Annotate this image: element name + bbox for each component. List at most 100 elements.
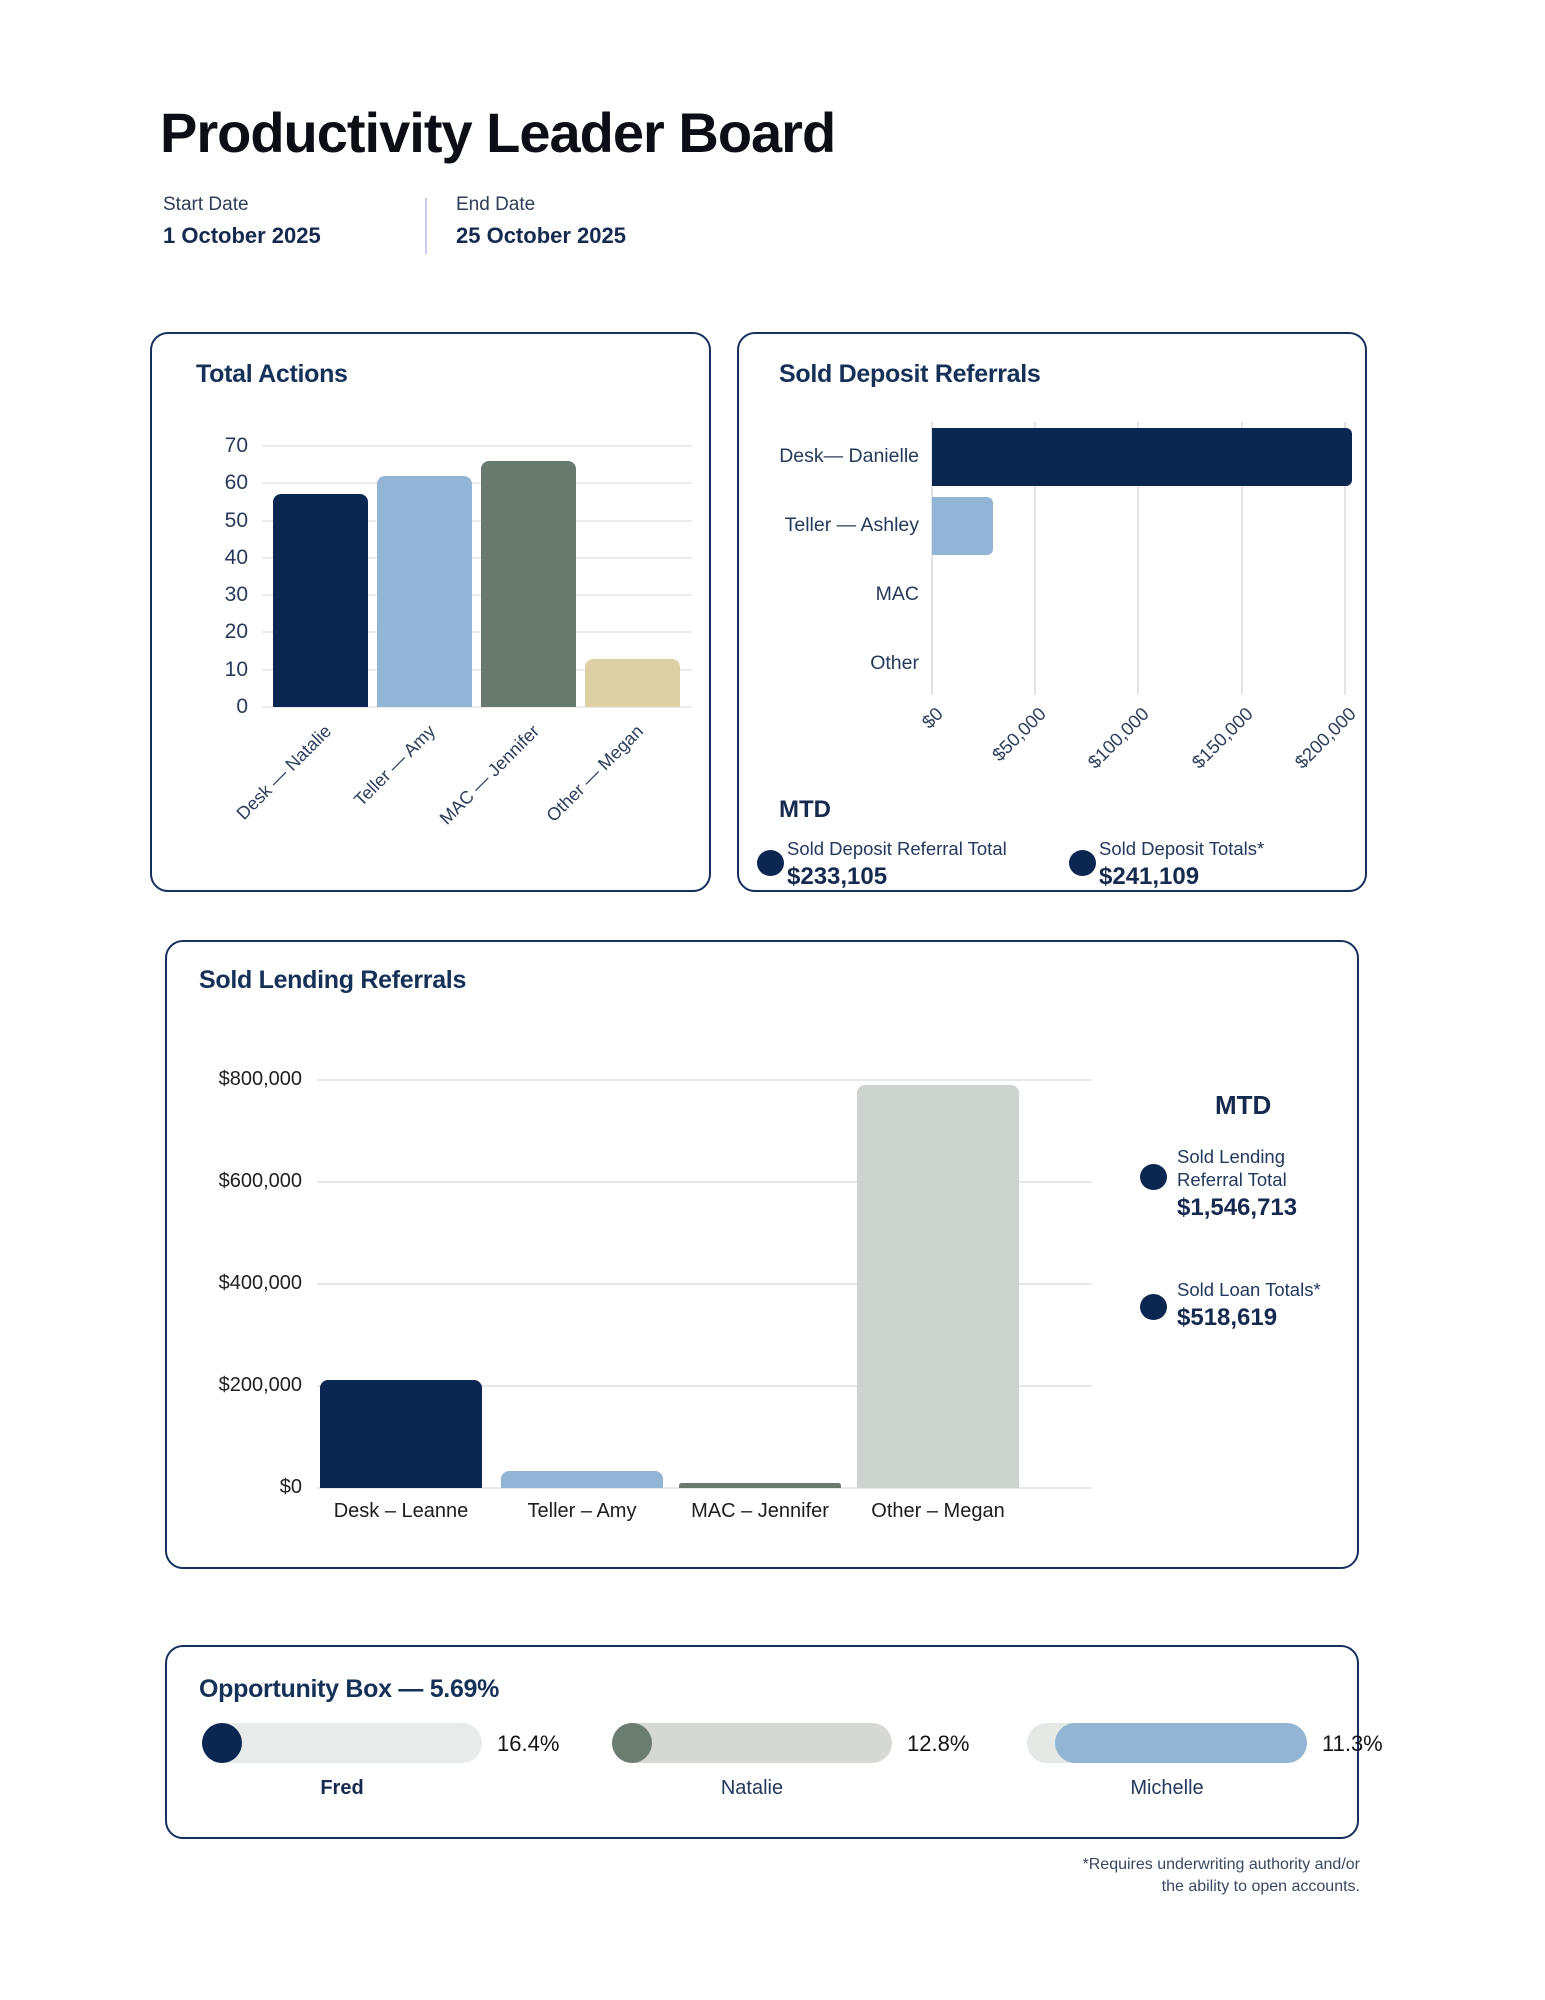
end-date-value: 25 October 2025 <box>456 223 626 248</box>
y-axis-tick-label: $200,000 <box>218 1374 302 1396</box>
deposit-legend-item: Sold Deposit Referral Total $233,105 <box>787 837 1007 891</box>
x-axis-category-label: Teller – Amy <box>527 1500 637 1522</box>
y-axis-tick-label: 20 <box>224 620 248 644</box>
gridline <box>262 556 692 559</box>
total-actions-card: Total Actions 0 10 20 30 40 50 60 70 Desk — Nata… <box>150 332 711 892</box>
category-label: Teller — Ashley <box>784 513 919 536</box>
deposit-referral-total-label: Sold Deposit Referral Total <box>787 838 1007 859</box>
gridline <box>317 1283 1092 1285</box>
sold-deposit-referrals-chart: $0 $50,000 $100,000 $150,000 $200,000 Desk— D… <box>739 334 1365 890</box>
category-label: MAC <box>875 582 919 605</box>
deposit-totals-label: Sold Deposit Totals* <box>1099 838 1265 859</box>
gridline <box>1343 422 1346 695</box>
gridline <box>317 1079 1092 1081</box>
chart-bar <box>273 494 368 707</box>
gridline <box>262 706 692 708</box>
total-actions-chart: 0 10 20 30 40 50 60 70 Desk — Natalie Teller — Am… <box>152 334 709 890</box>
gridline <box>317 1385 1092 1387</box>
deposit-totals-value: $241,109 <box>1099 863 1200 891</box>
page-title: Productivity Leader Board <box>160 101 836 164</box>
footnote-line-1: *Requires underwriting authority and/or <box>1082 1856 1360 1873</box>
deposit-referral-total-value: $233,105 <box>787 863 888 891</box>
x-axis-category-label: MAC – Jennifer <box>691 1500 829 1522</box>
gridline <box>931 422 933 695</box>
y-axis-tick-label: 30 <box>224 583 248 607</box>
legend-dot-icon <box>757 850 784 876</box>
lending-legend-item: Sold Lending Referral Total $1,546,713 <box>1177 1145 1352 1222</box>
start-date-block: Start Date 1 October 2025 <box>163 194 321 249</box>
gridline <box>262 482 692 485</box>
gridline <box>1240 422 1243 695</box>
chart-bar <box>320 1379 482 1488</box>
legend-dot-icon <box>1140 1294 1167 1320</box>
start-date-value: 1 October 2025 <box>163 223 321 248</box>
lending-referral-total-value: $1,546,713 <box>1177 1194 1298 1222</box>
category-label: Other <box>870 651 919 674</box>
chart-bar <box>501 1471 663 1488</box>
deposit-legend-item: Sold Deposit Totals* $241,109 <box>1099 837 1264 891</box>
total-actions-title: Total Actions <box>196 360 348 388</box>
opportunity-bar-michelle <box>1027 1723 1307 1763</box>
legend-dot-icon <box>1069 850 1096 876</box>
gridline <box>317 1487 1092 1489</box>
y-axis-tick-label: $600,000 <box>218 1170 302 1192</box>
gridline <box>262 668 692 671</box>
lending-referral-total-label: Sold Lending Referral Total <box>1177 1146 1287 1191</box>
natalie-name: Natalie <box>720 1777 784 1799</box>
opportunity-bar-natalie <box>612 1723 892 1763</box>
michelle-name: Michelle <box>1130 1777 1204 1799</box>
y-axis-tick-label: 40 <box>224 545 248 569</box>
y-axis-tick-label: $0 <box>279 1476 302 1498</box>
end-date-label: End Date <box>456 194 536 215</box>
footnote-line-2: the ability to open accounts. <box>1161 1878 1360 1896</box>
gridline <box>262 445 692 447</box>
sold-deposit-referrals-title: Sold Deposit Referrals <box>779 360 1041 388</box>
opportunity-box-card: Opportunity Box — 5.69% 16.4% Fred 12.8%… <box>165 1645 1383 1839</box>
end-date-block: End Date 25 October 2025 <box>456 194 626 249</box>
opportunity-box-title: Opportunity Box — 5.69% <box>199 1675 500 1703</box>
y-axis-tick-label: $800,000 <box>218 1068 302 1090</box>
chart-bar <box>932 427 1353 486</box>
sold-deposit-referrals-card: Sold Deposit Referrals $0 $50,000 $100,000… <box>737 332 1367 892</box>
gridline <box>317 1181 1092 1183</box>
y-axis-tick-label: 50 <box>224 508 248 532</box>
chart-bar <box>481 460 576 707</box>
chart-bar <box>679 1482 841 1488</box>
deposit-mtd-heading: MTD <box>779 796 831 823</box>
michelle-percent: 11.3% <box>1322 1731 1383 1756</box>
gridline <box>262 519 692 522</box>
sold-lending-referrals-title: Sold Lending Referrals <box>199 966 467 994</box>
gridline <box>1034 422 1037 695</box>
footnote: *Requires underwriting authority and/or … <box>1083 1854 1360 1899</box>
start-date-label: Start Date <box>163 194 249 215</box>
x-axis-category-label: Other – Megan <box>871 1500 1005 1522</box>
date-divider <box>425 198 427 254</box>
fred-percent: 16.4% <box>497 1731 560 1756</box>
gridline <box>262 594 692 597</box>
progress-knob-icon <box>202 1723 242 1763</box>
opportunity-bar-fred <box>202 1723 482 1763</box>
legend-dot-icon <box>1140 1164 1167 1190</box>
y-axis-tick-label: 70 <box>224 434 248 457</box>
sold-lending-referrals-chart: $0 $200,000 $400,000 $600,000 $800,000 Desk –… <box>167 942 1357 1567</box>
chart-bar <box>585 658 680 707</box>
sold-loan-totals-label: Sold Loan Totals* <box>1177 1279 1321 1300</box>
lending-mtd-heading: MTD <box>1215 1090 1272 1120</box>
y-axis-tick-label: 60 <box>224 471 248 495</box>
y-axis-tick-label: $400,000 <box>218 1272 302 1294</box>
sold-loan-totals-value: $518,619 <box>1177 1304 1278 1332</box>
category-label: Desk— Danielle <box>779 444 919 467</box>
x-axis-category-label: Desk – Leanne <box>333 1500 469 1522</box>
sold-lending-referrals-card: Sold Lending Referrals $0 $200,000 $400,00… <box>165 940 1359 1569</box>
natalie-percent: 12.8% <box>907 1731 970 1756</box>
lending-legend-item: Sold Loan Totals* $518,619 <box>1177 1278 1352 1332</box>
chart-bar <box>857 1085 1019 1488</box>
fred-name: Fred <box>320 1777 364 1799</box>
gridline <box>1137 422 1140 695</box>
progress-knob-icon <box>612 1723 652 1763</box>
y-axis-tick-label: 10 <box>224 657 248 681</box>
gridline <box>262 631 692 634</box>
chart-bar <box>932 496 993 555</box>
y-axis-tick-label: 0 <box>236 695 248 718</box>
